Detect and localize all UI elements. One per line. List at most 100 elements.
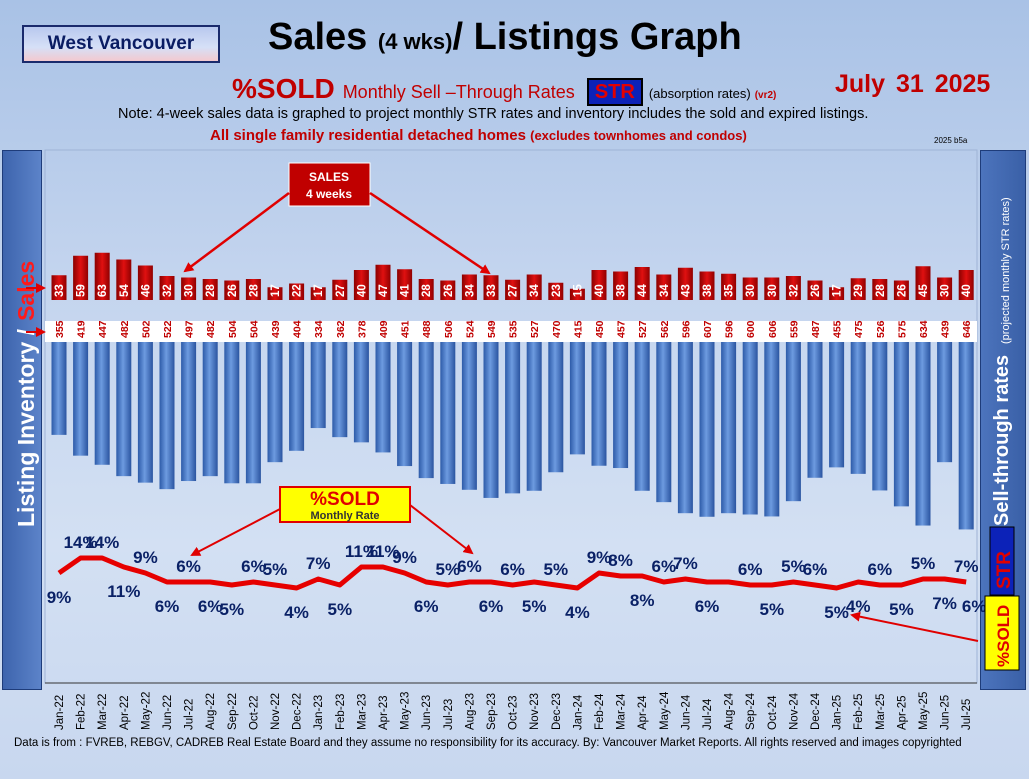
- sales-bar-Jun-22: [159, 276, 175, 300]
- x-tick-May-23: May-23: [400, 692, 412, 730]
- sales-bar-Sep-23: [483, 275, 499, 300]
- subtitle: %SOLD Monthly Sell –Through Rates STR (a…: [232, 73, 776, 106]
- x-tick-Apr-23: Apr-23: [378, 695, 390, 730]
- x-tick-labels: Jan-22 Feb-22 Mar-22 Apr-22 May-22 Jun-22 Jul-…: [54, 691, 973, 730]
- x-tick-Aug-24: Aug-24: [724, 692, 736, 730]
- inventory-bar-May-24: [656, 342, 672, 503]
- inventory-bar-Jul-22: [181, 342, 197, 482]
- str-value-labels: 9%14%14%11%9%6%6%6%5%6%5%4%7%5%11%11%9%6…: [47, 533, 987, 622]
- sales-callout-line2: 4 weeks: [306, 187, 352, 201]
- inventory-bar-Aug-22: [202, 342, 218, 477]
- inventory-label-Jul-24: 607: [702, 320, 714, 338]
- str-label-7: 6%: [198, 597, 223, 616]
- inventory-label-Dec-24: 487: [810, 320, 822, 338]
- inventory-bar-Jan-24: [569, 342, 585, 455]
- inventory-label-Jan-22: 355: [54, 320, 66, 338]
- sales-label-Jan-24: 15: [572, 284, 584, 297]
- inventory-label-Feb-24: 450: [594, 320, 606, 338]
- inventory-bar-Oct-24: [764, 342, 780, 517]
- x-tick-Apr-25: Apr-25: [896, 695, 908, 730]
- inventory-bar-Oct-23: [505, 342, 521, 494]
- right-axis-note: (projected monthly STR rates): [1000, 197, 1012, 344]
- sales-bar-Feb-23: [332, 279, 348, 300]
- inventory-label-Apr-23: 409: [378, 320, 390, 338]
- sales-bar-Dec-23: [548, 282, 564, 300]
- sales-label-Nov-23: 34: [529, 284, 541, 297]
- inventory-label-Jul-22: 497: [184, 320, 196, 338]
- subtitle-rates: Monthly Sell –Through Rates: [342, 82, 575, 102]
- sales-label-Sep-23: 33: [486, 284, 498, 297]
- subtitle-sold: %SOLD: [232, 73, 335, 104]
- inventory-value-labels: 355 419 447 482 502 522 497 482 504 504 439 404 334 3…: [54, 320, 973, 338]
- inventory-bar-May-22: [137, 342, 153, 483]
- inventory-bar-Sep-23: [483, 342, 499, 498]
- sales-label-Oct-24: 30: [767, 284, 779, 297]
- inventory-bar-Jul-25: [958, 342, 974, 530]
- sales-bar-May-25: [915, 266, 931, 300]
- inventory-bar-Oct-22: [245, 342, 261, 484]
- sales-bar-Feb-25: [850, 278, 866, 300]
- str-label-5: 6%: [155, 597, 180, 616]
- sales-label-Mar-23: 40: [356, 284, 368, 297]
- inventory-label-Nov-24: 559: [788, 320, 800, 338]
- str-label-1: 14%: [64, 533, 98, 552]
- sales-bar-Oct-24: [764, 277, 780, 300]
- sales-callout-box: [288, 162, 371, 207]
- inventory-bar-Nov-22: [267, 342, 283, 463]
- sales-label-May-22: 46: [140, 284, 152, 297]
- x-tick-May-24: May-24: [659, 691, 671, 730]
- inventory-label-Feb-25: 475: [853, 320, 865, 338]
- sales-label-Nov-24: 32: [788, 284, 800, 297]
- version-label: (vr2): [754, 90, 777, 101]
- x-tick-Aug-23: Aug-23: [464, 693, 476, 730]
- x-tick-May-22: May-22: [140, 692, 152, 730]
- sales-bar-Jul-24: [699, 271, 715, 300]
- x-tick-Jan-24: Jan-24: [572, 694, 584, 730]
- sales-label-Jun-22: 32: [162, 284, 174, 297]
- inventory-bar-Jan-25: [829, 342, 845, 468]
- sales-label-Jul-23: 26: [443, 284, 455, 297]
- str-label-42: 7%: [954, 557, 979, 576]
- inventory-bar-Jan-22: [51, 342, 67, 435]
- sales-bar-Nov-23: [526, 274, 542, 300]
- inventory-bar-Feb-24: [591, 342, 607, 466]
- sales-label-Feb-24: 40: [594, 284, 606, 297]
- right-axis-label: Sell-through rates: [991, 355, 1013, 526]
- sales-label-Oct-23: 27: [508, 284, 520, 297]
- inventory-label-Dec-22: 404: [292, 320, 304, 338]
- str-label-18: 5%: [436, 560, 461, 579]
- x-tick-Feb-23: Feb-23: [335, 694, 347, 730]
- sales-bar-Mar-22: [94, 252, 110, 300]
- sales-bar-Aug-24: [721, 273, 737, 300]
- x-tick-Oct-22: Oct-22: [248, 695, 260, 730]
- sales-bar-Jul-22: [181, 277, 197, 300]
- str-label-14: 11%: [345, 542, 378, 561]
- sales-bar-Nov-24: [785, 276, 801, 300]
- sales-bar-Jan-24: [569, 288, 585, 300]
- str-label-36: 5%: [824, 603, 849, 622]
- inventory-label-Nov-23: 527: [529, 320, 541, 338]
- sales-label-Apr-22: 54: [119, 284, 131, 297]
- homes-paren: (excludes townhomes and condos): [530, 128, 747, 143]
- x-tick-Jan-22: Jan-22: [54, 695, 66, 730]
- sales-bar-Jun-23: [418, 279, 434, 300]
- inventory-label-Jun-22: 522: [162, 320, 174, 338]
- sales-label-Jan-22: 33: [54, 284, 66, 297]
- str-label-6: 6%: [176, 557, 201, 576]
- sales-label-Mar-22: 63: [97, 284, 109, 297]
- str-label-33: 5%: [760, 600, 785, 619]
- x-tick-Sep-24: Sep-24: [745, 692, 757, 730]
- inventory-label-Sep-24: 600: [745, 320, 757, 338]
- x-tick-Mar-22: Mar-22: [97, 694, 109, 730]
- sales-bar-Jan-23: [310, 287, 326, 300]
- inventory-label-Oct-23: 535: [508, 320, 520, 338]
- inventory-value-band: [45, 321, 977, 342]
- title-main: Sales: [268, 16, 368, 58]
- inventory-label-Oct-24: 606: [767, 320, 779, 338]
- inventory-bar-May-25: [915, 342, 931, 526]
- x-tick-Jul-24: Jul-24: [702, 698, 714, 730]
- x-tick-Feb-25: Feb-25: [853, 694, 865, 730]
- sales-bar-Oct-23: [505, 279, 521, 300]
